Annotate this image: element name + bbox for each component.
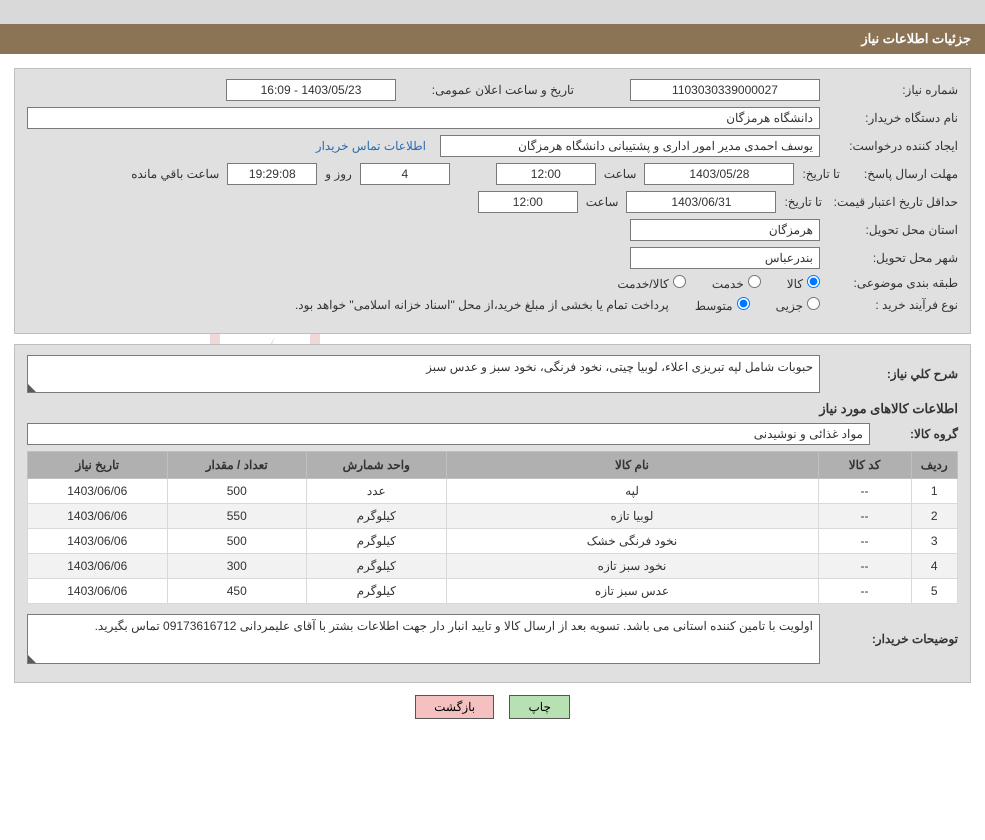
table-row: 2--لوبیا تازهکیلوگرم5501403/06/06 [28, 504, 958, 529]
time-label-2: ساعت [586, 195, 619, 209]
process-medium-radio[interactable] [737, 297, 750, 310]
table-cell: 2 [911, 504, 958, 529]
group-value: مواد غذائی و نوشیدنی [27, 423, 870, 445]
classify-label: طبقه بندی موضوعی: [828, 276, 958, 290]
buyer-org-value: دانشگاه هرمزگان [27, 107, 820, 129]
classify-both-text: کالا/خدمت [617, 277, 668, 291]
table-cell: 500 [167, 529, 307, 554]
group-label: گروه کالا: [878, 427, 958, 441]
process-label: نوع فرآیند خرید : [828, 298, 958, 312]
requester-value: یوسف احمدی مدیر امور اداری و پشتیبانی دا… [440, 135, 820, 157]
table-row: 3--نخود فرنگی خشککیلوگرم5001403/06/06 [28, 529, 958, 554]
top-spacer [0, 0, 985, 24]
buyer-contact-link[interactable]: اطلاعات تماس خریدار [316, 139, 426, 153]
buyer-notes-text: اولویت با تامین کننده استانی می باشد. تس… [27, 614, 820, 664]
table-cell: عدد [307, 479, 447, 504]
requester-label: ایجاد کننده درخواست: [828, 139, 958, 153]
table-cell: 1403/06/06 [28, 479, 168, 504]
table-cell: کیلوگرم [307, 504, 447, 529]
process-medium-text: متوسط [695, 299, 733, 313]
table-cell: 3 [911, 529, 958, 554]
items-table: ردیفکد کالانام کالاواحد شمارشتعداد / مقد… [27, 451, 958, 604]
deadline-time: 12:00 [496, 163, 596, 185]
need-no-value: 1103030339000027 [630, 79, 820, 101]
table-row: 1--لپهعدد5001403/06/06 [28, 479, 958, 504]
validity-label: حداقل تاریخ اعتبار قیمت: [830, 195, 958, 209]
table-cell: کیلوگرم [307, 529, 447, 554]
classify-goods-text: کالا [787, 277, 803, 291]
table-cell: -- [818, 479, 911, 504]
city-label: شهر محل تحویل: [828, 251, 958, 265]
table-cell: 5 [911, 579, 958, 604]
announce-label: تاریخ و ساعت اعلان عمومی: [404, 83, 574, 97]
table-cell: لپه [446, 479, 818, 504]
until-label-1: تا تاریخ: [802, 167, 840, 181]
back-button[interactable]: بازگشت [415, 695, 494, 719]
summary-text: حبوبات شامل لپه تبریزی اعلاء، لوبیا چیتی… [27, 355, 820, 393]
summary-label: شرح کلي نیاز: [828, 367, 958, 381]
buyer-notes-label: توضیحات خریدار: [828, 632, 958, 646]
table-cell: نخود سبز تازه [446, 554, 818, 579]
action-bar: چاپ بازگشت [0, 683, 985, 735]
table-cell: 550 [167, 504, 307, 529]
table-cell: کیلوگرم [307, 579, 447, 604]
classify-goods-radio[interactable] [807, 275, 820, 288]
details-panel: شماره نیاز: 1103030339000027 تاریخ و ساع… [14, 68, 971, 334]
need-no-label: شماره نیاز: [828, 83, 958, 97]
deadline-label: مهلت ارسال پاسخ: [848, 167, 958, 181]
process-minor-text: جزیی [776, 299, 803, 313]
col-header: تاریخ نیاز [28, 452, 168, 479]
table-cell: 1403/06/06 [28, 529, 168, 554]
process-minor-radio[interactable] [807, 297, 820, 310]
table-cell: 1403/06/06 [28, 579, 168, 604]
table-cell: 4 [911, 554, 958, 579]
city-value: بندرعباس [630, 247, 820, 269]
col-header: ردیف [911, 452, 958, 479]
items-title: اطلاعات کالاهای مورد نیاز [27, 401, 958, 417]
classify-service-text: خدمت [712, 277, 744, 291]
col-header: واحد شمارش [307, 452, 447, 479]
table-cell: -- [818, 504, 911, 529]
validity-time: 12:00 [478, 191, 578, 213]
classify-service-radio[interactable] [748, 275, 761, 288]
table-cell: 450 [167, 579, 307, 604]
table-cell: عدس سبز تازه [446, 579, 818, 604]
classify-both-radio[interactable] [673, 275, 686, 288]
table-cell: کیلوگرم [307, 554, 447, 579]
col-header: نام کالا [446, 452, 818, 479]
process-note: پرداخت تمام یا بخشی از مبلغ خرید،از محل … [295, 298, 669, 312]
table-cell: 1 [911, 479, 958, 504]
table-cell: -- [818, 554, 911, 579]
need-section: شرح کلي نیاز: حبوبات شامل لپه تبریزی اعل… [14, 344, 971, 683]
deadline-date: 1403/05/28 [644, 163, 794, 185]
announce-value: 1403/05/23 - 16:09 [226, 79, 396, 101]
col-header: کد کالا [818, 452, 911, 479]
page-container: جزئیات اطلاعات نیاز شماره نیاز: 11030303… [0, 0, 985, 735]
table-cell: نخود فرنگی خشک [446, 529, 818, 554]
table-row: 5--عدس سبز تازهکیلوگرم4501403/06/06 [28, 579, 958, 604]
col-header: تعداد / مقدار [167, 452, 307, 479]
province-value: هرمزگان [630, 219, 820, 241]
province-label: استان محل تحویل: [828, 223, 958, 237]
table-cell: 1403/06/06 [28, 554, 168, 579]
print-button[interactable]: چاپ [509, 695, 569, 719]
remain-hms: 19:29:08 [227, 163, 317, 185]
table-cell: 500 [167, 479, 307, 504]
until-label-2: تا تاریخ: [784, 195, 822, 209]
table-cell: -- [818, 529, 911, 554]
table-cell: -- [818, 579, 911, 604]
time-label-1: ساعت [604, 167, 637, 181]
buyer-org-label: نام دستگاه خریدار: [828, 111, 958, 125]
validity-date: 1403/06/31 [626, 191, 776, 213]
remain-suffix: ساعت باقي مانده [131, 167, 219, 181]
table-row: 4--نخود سبز تازهکیلوگرم3001403/06/06 [28, 554, 958, 579]
remain-days: 4 [360, 163, 450, 185]
table-cell: لوبیا تازه [446, 504, 818, 529]
table-cell: 1403/06/06 [28, 504, 168, 529]
and-label: روز و [325, 167, 352, 181]
table-cell: 300 [167, 554, 307, 579]
panel-header: جزئیات اطلاعات نیاز [0, 24, 985, 54]
